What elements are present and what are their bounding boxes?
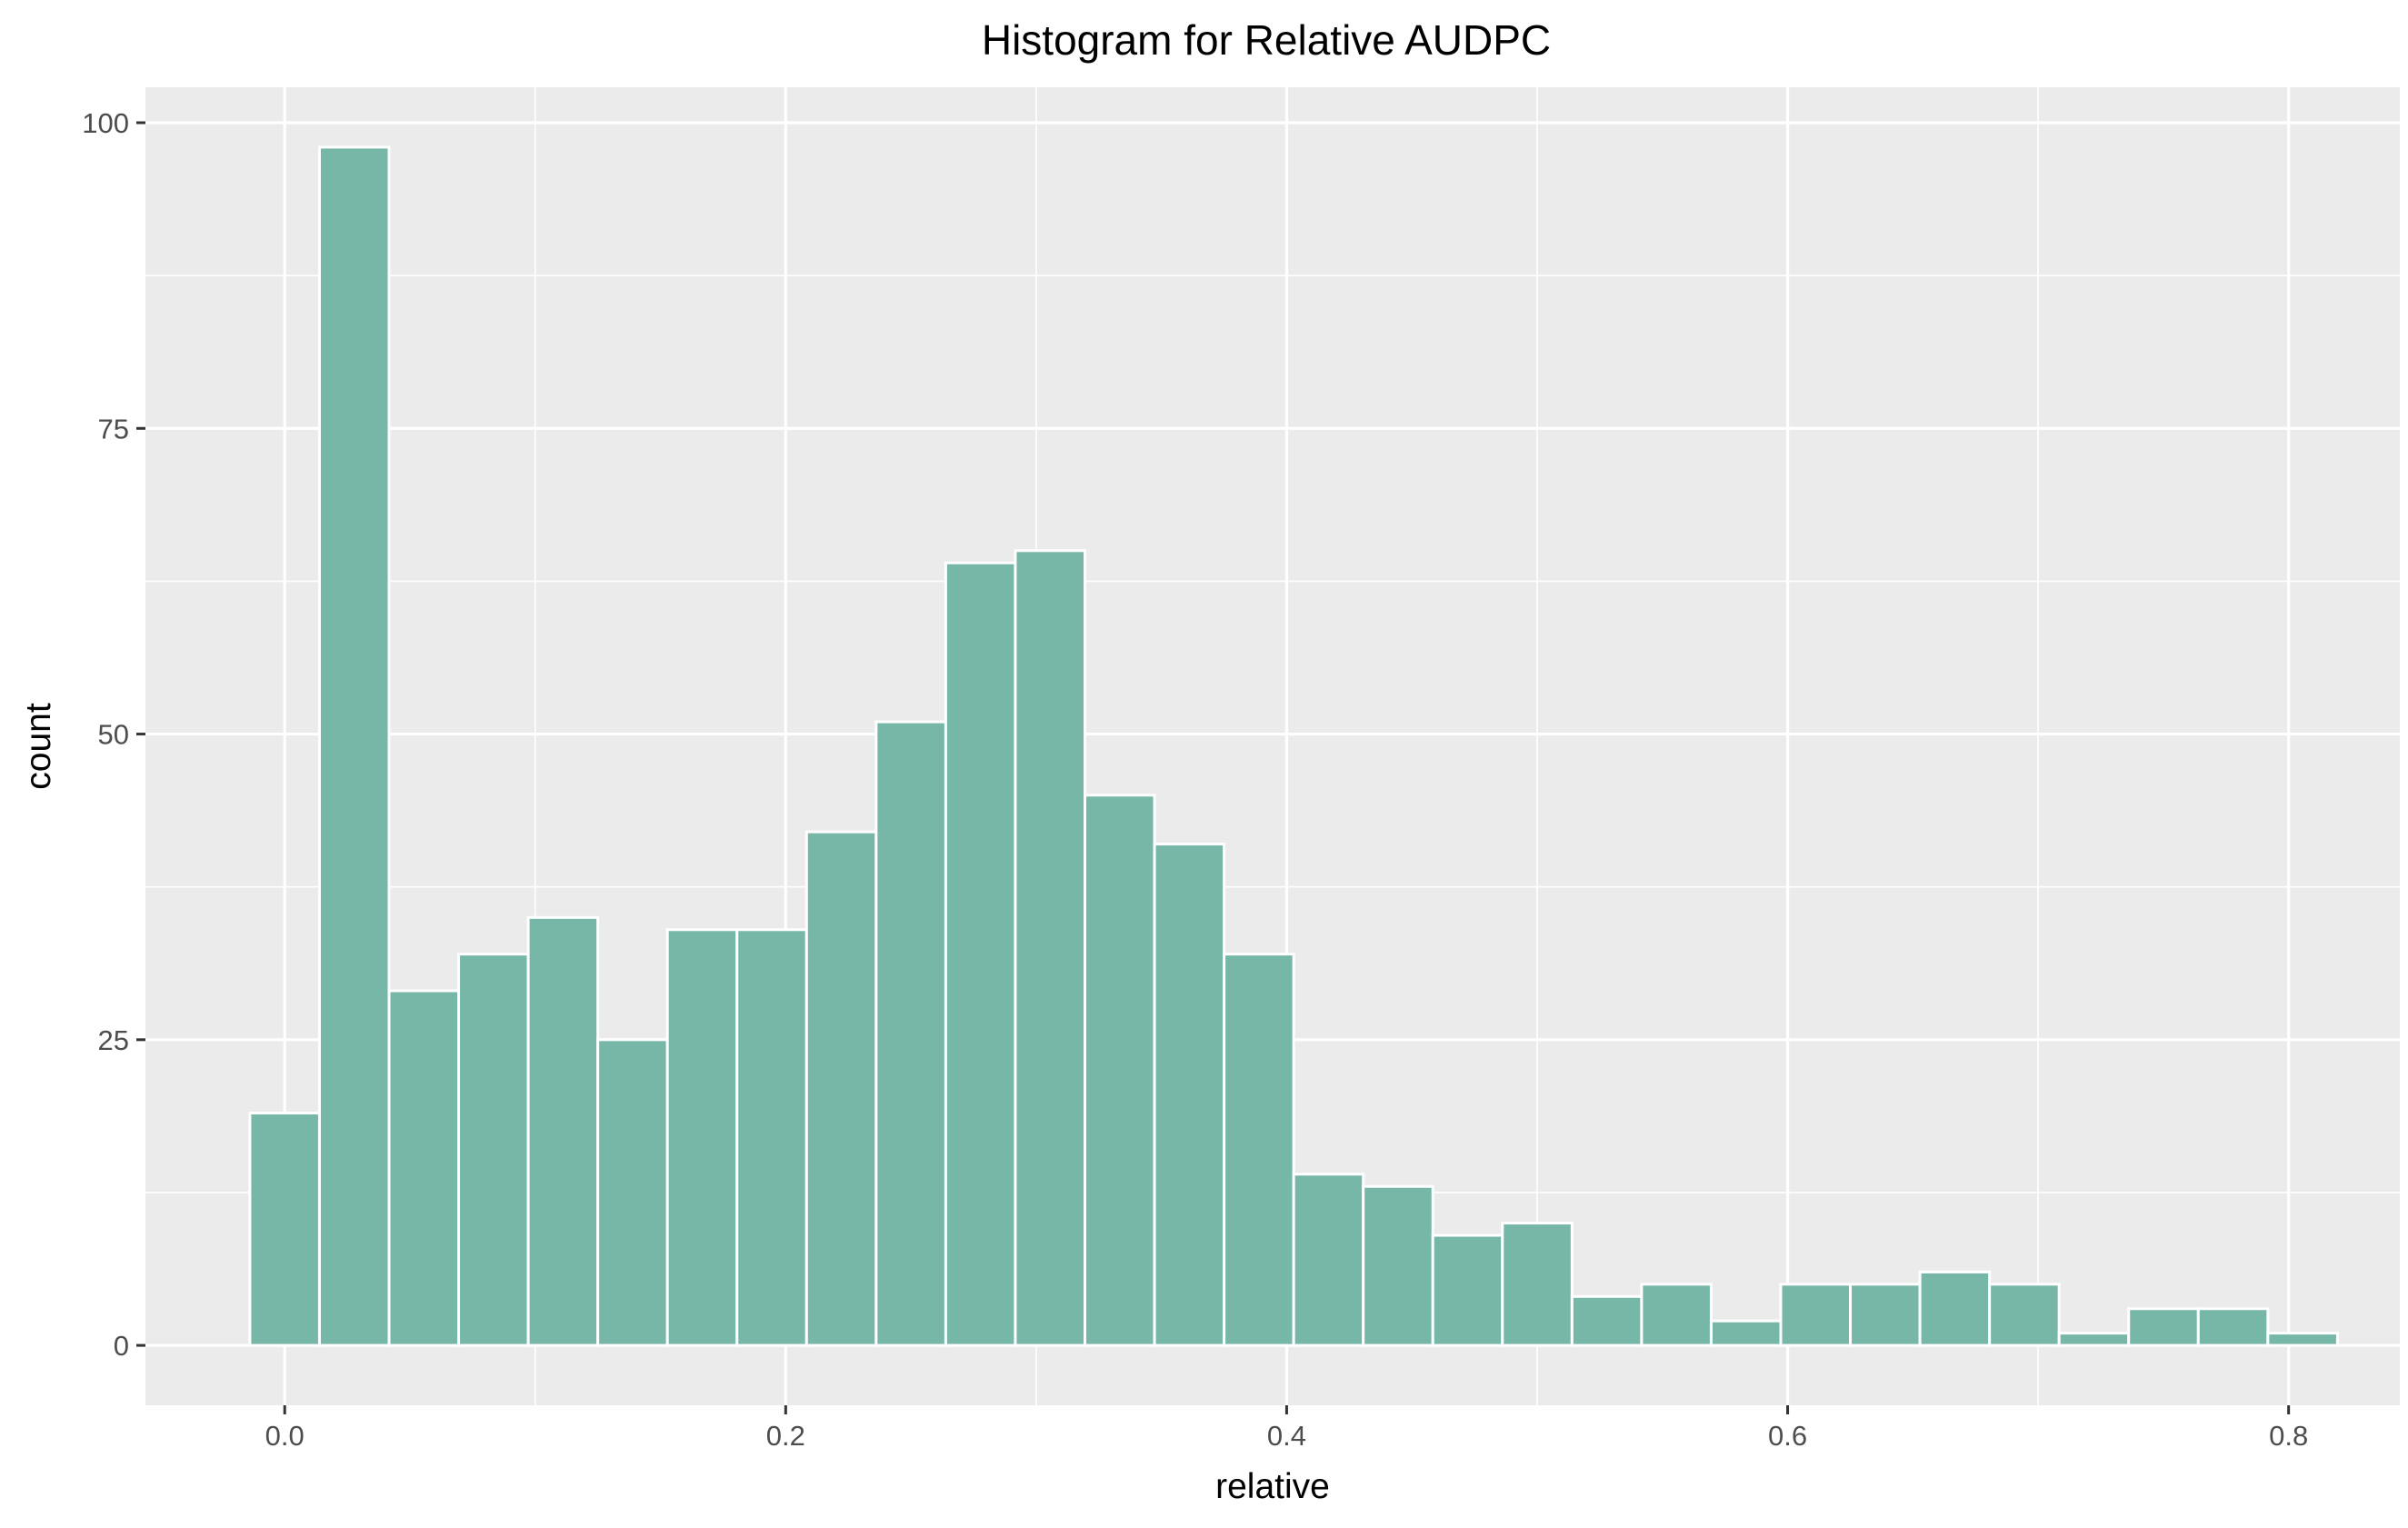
histogram-bar [1153,843,1226,1347]
histogram-bar [874,720,947,1347]
histogram-bar [248,1112,321,1347]
histogram-bar [1849,1283,1922,1347]
histogram-bar [2127,1307,2200,1347]
y-tick-label: 75 [98,413,129,444]
y-tick-label: 25 [98,1024,129,1056]
histogram-bar [1918,1270,1992,1347]
histogram-bar [457,953,530,1347]
histogram-bar [1223,953,1295,1347]
histogram-bar [1362,1184,1434,1347]
y-tick-label: 0 [114,1330,129,1362]
histogram-bar [1570,1294,1644,1347]
histogram-bar [804,830,878,1347]
histogram-bar [944,561,1017,1347]
histogram-bar [596,1038,669,1347]
y-axis-label: count [19,703,58,790]
histogram-bar [387,989,461,1347]
histogram-bar [317,145,391,1347]
chart-title: Histogram for Relative AUDPC [982,16,1551,64]
histogram-bar [1988,1283,2061,1347]
histogram-bar [2057,1332,2131,1347]
histogram-bar [526,915,600,1347]
x-axis: 0.0 0.2 0.4 0.6 0.8 [265,1405,2308,1452]
histogram-bar [735,928,808,1347]
x-tick-label: 0.0 [265,1420,305,1452]
x-tick-label: 0.8 [2269,1420,2308,1452]
y-tick-label: 100 [82,107,129,139]
histogram-bar [1501,1222,1574,1347]
x-tick-label: 0.6 [1768,1420,1807,1452]
histogram-bar [1014,549,1086,1347]
histogram-bar [1292,1173,1365,1347]
histogram-bar [1083,794,1156,1347]
histogram-bar [1779,1283,1853,1347]
x-tick-label: 0.4 [1267,1420,1306,1452]
x-tick-label: 0.2 [766,1420,805,1452]
y-axis: 0 25 50 75 100 [82,107,145,1362]
histogram-bar [2266,1332,2339,1347]
histogram-bar [665,928,739,1347]
histogram-bar [1709,1319,1783,1347]
histogram-bars [248,145,2339,1347]
x-axis-label: relative [1215,1467,1330,1506]
y-tick-label: 50 [98,719,129,751]
histogram-bar [2196,1307,2270,1347]
histogram-bar [1431,1233,1504,1347]
histogram-bar [1640,1283,1713,1347]
